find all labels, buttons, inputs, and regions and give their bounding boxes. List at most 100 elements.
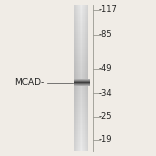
Bar — [74, 75, 88, 77]
Bar — [74, 72, 88, 73]
Bar — [74, 118, 88, 119]
Bar — [74, 15, 88, 16]
Bar — [80, 5, 81, 151]
Bar — [74, 84, 90, 85]
Bar — [74, 24, 88, 26]
Bar — [74, 121, 88, 123]
Bar — [74, 83, 88, 84]
Bar — [74, 17, 88, 19]
Bar — [74, 92, 88, 94]
Bar — [74, 39, 88, 40]
Bar — [74, 29, 88, 31]
Bar — [74, 136, 88, 137]
Bar — [74, 103, 88, 105]
Bar — [74, 11, 88, 13]
Bar — [74, 70, 88, 72]
Bar — [74, 83, 90, 84]
Bar — [74, 9, 88, 10]
Bar — [74, 35, 88, 37]
Bar — [74, 41, 88, 43]
Bar — [76, 5, 77, 151]
Bar — [83, 5, 84, 151]
Bar — [74, 127, 88, 129]
Bar — [74, 142, 88, 143]
Bar — [74, 23, 88, 25]
Bar — [74, 56, 88, 57]
Text: -85: -85 — [98, 30, 112, 39]
Bar — [74, 37, 88, 38]
Bar — [74, 57, 88, 59]
Bar — [74, 51, 88, 53]
Bar — [74, 147, 88, 148]
Bar — [74, 55, 88, 56]
Bar — [74, 40, 88, 42]
Bar — [81, 5, 82, 151]
Bar — [74, 97, 88, 99]
Bar — [77, 5, 78, 151]
Bar — [74, 34, 88, 36]
Bar — [74, 21, 88, 22]
Bar — [78, 5, 79, 151]
Bar — [87, 5, 88, 151]
Bar — [74, 38, 88, 39]
Bar — [74, 120, 88, 122]
Bar — [74, 76, 88, 78]
Bar — [74, 113, 88, 114]
Bar — [74, 85, 90, 86]
Bar — [74, 52, 88, 54]
Bar — [74, 28, 88, 29]
Bar — [74, 101, 88, 102]
Bar — [75, 5, 76, 151]
Bar — [74, 106, 88, 107]
Bar — [74, 125, 88, 127]
Bar — [74, 89, 88, 90]
Bar — [74, 85, 88, 86]
Bar — [74, 79, 88, 80]
Bar — [74, 109, 88, 111]
Bar — [74, 67, 88, 68]
Bar — [74, 144, 88, 146]
Bar — [74, 102, 88, 103]
Bar — [74, 49, 88, 50]
Bar — [74, 80, 88, 82]
Bar — [74, 62, 88, 63]
Bar — [74, 58, 88, 60]
Bar — [74, 90, 88, 91]
Bar — [74, 16, 88, 17]
Bar — [74, 137, 88, 139]
Bar — [74, 43, 88, 44]
Bar — [74, 14, 88, 15]
Bar — [74, 98, 88, 100]
Bar — [85, 5, 86, 151]
Bar — [74, 80, 90, 81]
Bar — [74, 115, 88, 117]
Bar — [74, 133, 88, 135]
Bar — [74, 135, 88, 136]
Bar — [74, 79, 90, 80]
Bar — [74, 5, 75, 151]
Bar — [74, 81, 88, 83]
Bar — [74, 91, 88, 93]
Bar — [74, 73, 88, 74]
Bar — [74, 30, 88, 32]
Bar — [74, 130, 88, 131]
Bar — [74, 80, 90, 81]
Bar — [74, 119, 88, 120]
Bar — [74, 81, 90, 82]
Bar — [74, 18, 88, 20]
Bar — [74, 108, 88, 110]
Bar — [74, 84, 90, 85]
Bar — [74, 6, 88, 8]
Bar — [74, 87, 88, 89]
Bar — [74, 32, 88, 33]
Text: -19: -19 — [98, 135, 112, 144]
Text: -117: -117 — [98, 5, 117, 15]
Bar — [74, 129, 88, 130]
Bar — [74, 146, 88, 147]
Bar — [74, 54, 88, 55]
Bar — [74, 126, 88, 128]
Bar — [74, 78, 88, 79]
Bar — [74, 33, 88, 34]
Text: -49: -49 — [98, 64, 112, 73]
Bar — [74, 69, 88, 71]
